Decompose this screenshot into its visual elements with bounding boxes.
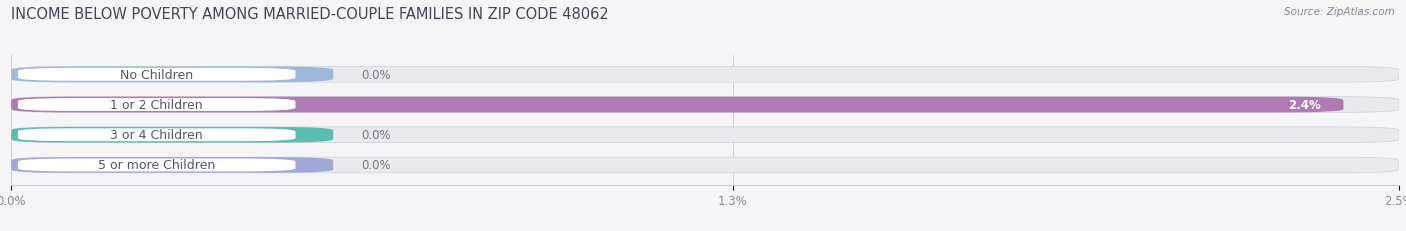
Text: 0.0%: 0.0%: [361, 69, 391, 82]
FancyBboxPatch shape: [18, 129, 295, 142]
Text: 0.0%: 0.0%: [361, 129, 391, 142]
Text: INCOME BELOW POVERTY AMONG MARRIED-COUPLE FAMILIES IN ZIP CODE 48062: INCOME BELOW POVERTY AMONG MARRIED-COUPL…: [11, 7, 609, 22]
FancyBboxPatch shape: [11, 157, 1399, 173]
Text: 1 or 2 Children: 1 or 2 Children: [110, 99, 202, 112]
FancyBboxPatch shape: [11, 67, 333, 83]
FancyBboxPatch shape: [11, 157, 333, 173]
FancyBboxPatch shape: [11, 127, 333, 143]
Text: 3 or 4 Children: 3 or 4 Children: [110, 129, 202, 142]
FancyBboxPatch shape: [11, 127, 1399, 143]
FancyBboxPatch shape: [18, 159, 295, 172]
Text: 2.4%: 2.4%: [1288, 99, 1322, 112]
Text: Source: ZipAtlas.com: Source: ZipAtlas.com: [1284, 7, 1395, 17]
FancyBboxPatch shape: [18, 99, 295, 112]
FancyBboxPatch shape: [11, 67, 1399, 83]
Text: 0.0%: 0.0%: [361, 159, 391, 172]
FancyBboxPatch shape: [18, 69, 295, 81]
FancyBboxPatch shape: [11, 97, 1399, 113]
Text: No Children: No Children: [120, 69, 193, 82]
FancyBboxPatch shape: [11, 97, 1344, 113]
Text: 5 or more Children: 5 or more Children: [98, 159, 215, 172]
